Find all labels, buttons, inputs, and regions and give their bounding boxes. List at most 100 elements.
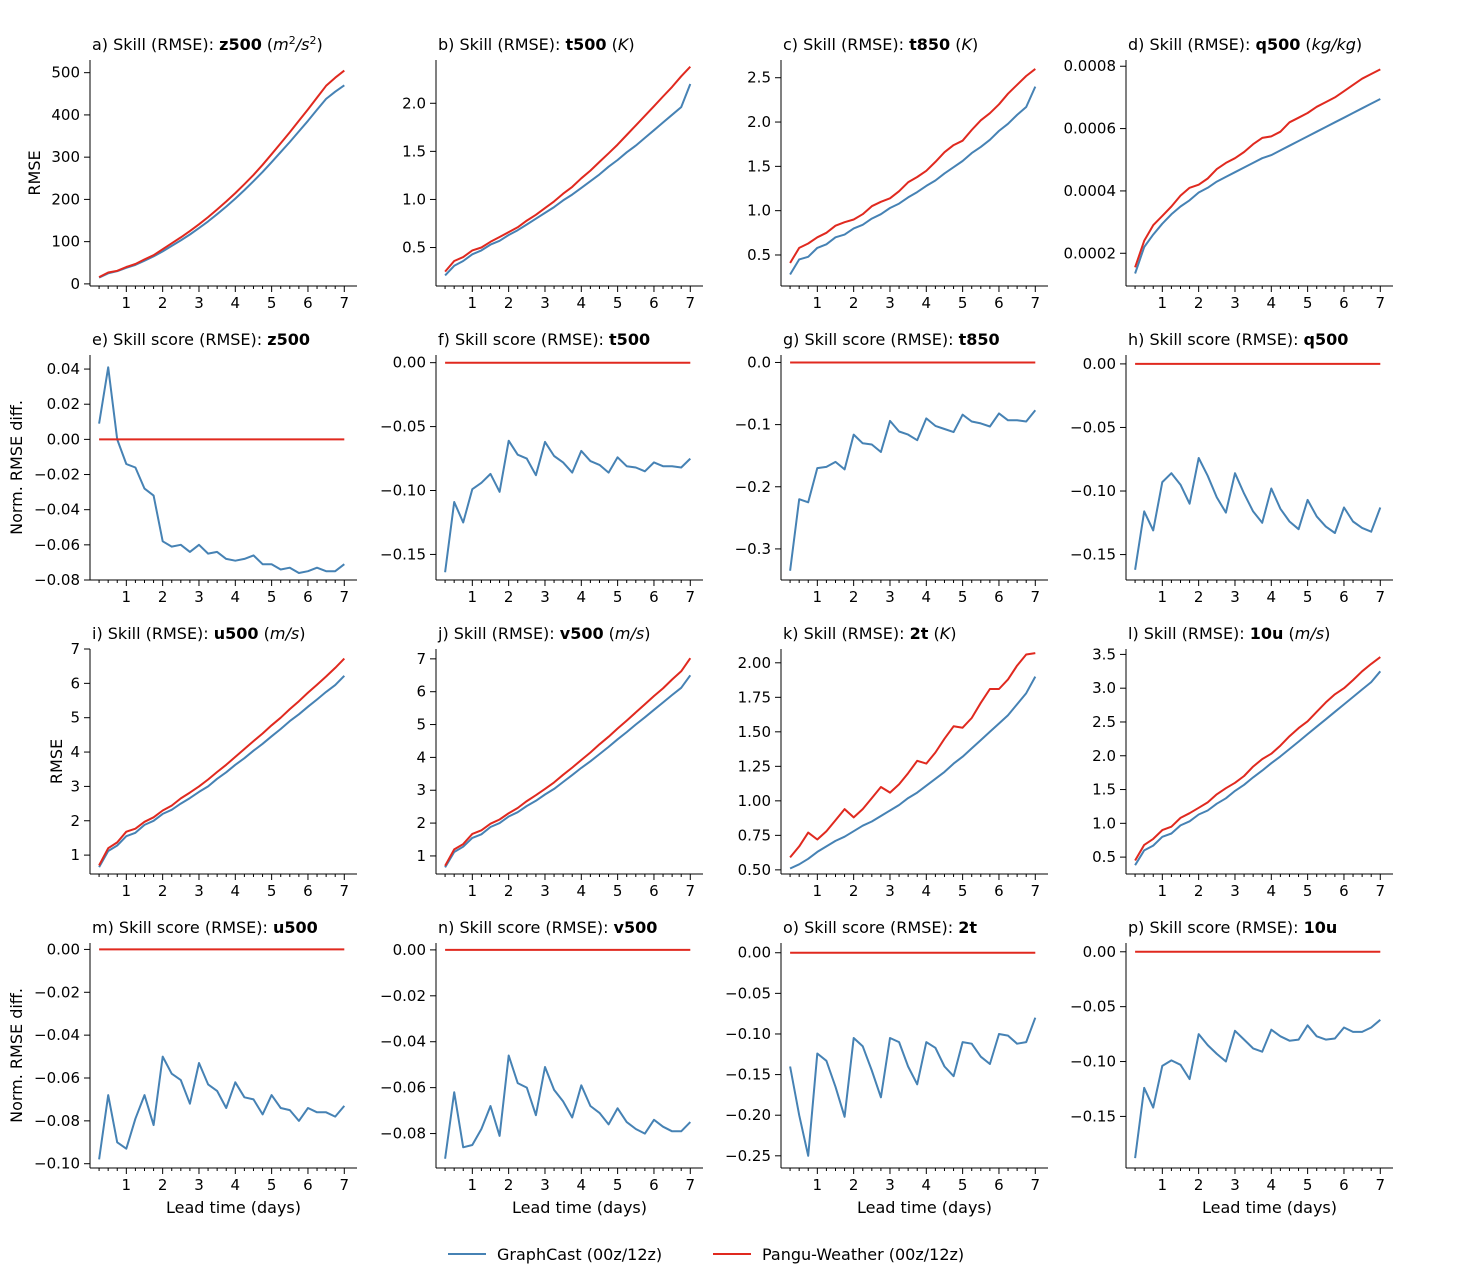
y-tick-label: 2 xyxy=(416,814,426,832)
panel-k: 1 2 3 4 5 6 7 0.50 0.75 1.00 1.25 1.50 1.75 2.00 k) Sk… xyxy=(738,624,1048,900)
title-variable: 2t xyxy=(910,624,929,643)
y-tick-label: 0.00 xyxy=(738,944,771,962)
x-tick-label: 6 xyxy=(649,588,659,606)
y-tick-label: 5 xyxy=(416,716,426,734)
series-line-graphcast xyxy=(789,676,1037,870)
y-tick-label: 3.0 xyxy=(1092,679,1116,697)
title-space: ( xyxy=(1283,624,1294,643)
panel-title: j) Skill (RMSE): v500 (m/s) xyxy=(437,624,650,643)
panel-title: d) Skill (RMSE): q500 (kg/kg) xyxy=(1128,35,1362,54)
y-tick-label: 1 xyxy=(70,846,80,864)
series-line-pangu xyxy=(98,69,345,278)
title-prefix: l) Skill (RMSE): xyxy=(1128,624,1250,643)
x-tick-label: 3 xyxy=(885,294,895,312)
x-tick-label: 3 xyxy=(1230,882,1240,900)
title-unit: kg/kg xyxy=(1312,35,1356,54)
x-tick-label: 7 xyxy=(340,588,350,606)
series-line-pangu xyxy=(789,68,1036,264)
title-prefix: j) Skill (RMSE): xyxy=(437,624,560,643)
x-tick-label: 4 xyxy=(231,882,241,900)
x-tick-label: 6 xyxy=(303,588,313,606)
title-space: ( xyxy=(604,624,615,643)
x-tick-label: 5 xyxy=(267,882,277,900)
x-tick-label: 7 xyxy=(1376,294,1386,312)
y-tick-label: 0.00 xyxy=(393,354,426,372)
x-tick-label: 2 xyxy=(1194,1176,1204,1194)
y-tick-label: 2.0 xyxy=(1092,747,1116,765)
title-space: ( xyxy=(950,35,961,54)
series-line-pangu xyxy=(1134,656,1381,862)
y-tick-label: 0.00 xyxy=(47,430,80,448)
y-tick-label: 0.5 xyxy=(1092,848,1116,866)
panel-n: 1 2 3 4 5 6 7 0.00 −0.02 −0.04 −0.06 −0.08 n) Skill … xyxy=(380,918,703,1217)
x-tick-label: 1 xyxy=(468,882,478,900)
panel-h: 1 2 3 4 5 6 7 0.00 −0.05 −0.10 −0.15 h) Skill score… xyxy=(1070,330,1393,606)
panel-p: 1 2 3 4 5 6 7 0.00 −0.05 −0.10 −0.15 p) Skill score… xyxy=(1070,918,1393,1217)
series-line-graphcast xyxy=(444,83,692,277)
x-tick-label: 4 xyxy=(577,588,587,606)
legend-label-pangu: Pangu-Weather (00z/12z) xyxy=(762,1245,964,1264)
x-tick-label: 4 xyxy=(577,882,587,900)
panel-m: 1 2 3 4 5 6 7 0.00 −0.02 −0.04 −0.06 −0.08 −0.10 m) S… xyxy=(7,918,357,1217)
x-tick-label: 2 xyxy=(504,1176,514,1194)
x-tick-label: 2 xyxy=(1194,294,1204,312)
y-tick-label: −0.02 xyxy=(34,983,80,1001)
panel-title: c) Skill (RMSE): t850 (K) xyxy=(783,35,978,54)
x-tick-label: 4 xyxy=(1267,588,1277,606)
x-tick-label: 2 xyxy=(504,588,514,606)
x-tick-label: 1 xyxy=(468,294,478,312)
y-tick-label: 1.5 xyxy=(402,142,426,160)
x-axis-label: Lead time (days) xyxy=(512,1198,647,1217)
x-tick-label: 4 xyxy=(577,1176,587,1194)
title-variable: v500 xyxy=(560,624,604,643)
x-tick-label: 3 xyxy=(540,882,550,900)
y-tick-label: 6 xyxy=(416,683,426,701)
y-tick-label: 2 xyxy=(70,812,80,830)
y-tick-label: −0.05 xyxy=(1070,998,1116,1016)
x-tick-label: 5 xyxy=(613,588,623,606)
x-tick-label: 1 xyxy=(468,588,478,606)
x-tick-label: 2 xyxy=(849,588,859,606)
panel-title: h) Skill score (RMSE): q500 xyxy=(1128,330,1348,349)
series-line-pangu xyxy=(444,657,692,867)
y-tick-label: 200 xyxy=(51,190,80,208)
title-variable: u500 xyxy=(273,918,318,937)
x-tick-label: 7 xyxy=(686,294,696,312)
series-line-graphcast xyxy=(789,86,1037,276)
x-tick-label: 1 xyxy=(122,588,132,606)
x-tick-label: 2 xyxy=(1194,882,1204,900)
x-tick-label: 3 xyxy=(540,1176,550,1194)
panel-a: 1 2 3 4 5 6 7 0 100 200 300 400 500 a) Skill (RMSE): … xyxy=(25,34,357,312)
y-tick-label: 2.0 xyxy=(747,113,771,131)
title-variable: z500 xyxy=(219,35,262,54)
x-tick-label: 1 xyxy=(813,882,823,900)
x-tick-label: 5 xyxy=(958,588,968,606)
x-tick-label: 2 xyxy=(158,882,168,900)
x-tick-label: 5 xyxy=(613,882,623,900)
title-close: ) xyxy=(1356,35,1362,54)
y-axis-label: RMSE xyxy=(25,150,44,195)
series-line-graphcast xyxy=(444,674,692,868)
title-close: ) xyxy=(950,624,956,643)
series-line-graphcast xyxy=(1134,457,1382,570)
x-tick-label: 1 xyxy=(1158,1176,1168,1194)
y-tick-label: −0.02 xyxy=(380,987,426,1005)
series-line-graphcast xyxy=(444,439,691,573)
x-tick-label: 4 xyxy=(922,588,932,606)
panel-o: 1 2 3 4 5 6 7 0.00 −0.05 −0.10 −0.15 −0.20 −0.25 o) S… xyxy=(725,918,1048,1217)
series-line-graphcast xyxy=(1134,670,1382,866)
x-tick-label: 2 xyxy=(849,294,859,312)
x-tick-label: 7 xyxy=(340,882,350,900)
panel-title: e) Skill score (RMSE): z500 xyxy=(92,330,310,349)
series-line-graphcast xyxy=(98,366,345,574)
y-tick-label: 0.0006 xyxy=(1064,120,1117,138)
title-prefix: f) Skill score (RMSE): xyxy=(438,330,609,349)
x-tick-label: 7 xyxy=(1376,1176,1386,1194)
y-tick-label: 1.0 xyxy=(747,202,771,220)
title-variable: q500 xyxy=(1255,35,1300,54)
x-tick-label: 1 xyxy=(122,882,132,900)
y-tick-label: 2.0 xyxy=(402,94,426,112)
x-tick-label: 7 xyxy=(1031,1176,1041,1194)
x-tick-label: 4 xyxy=(1267,1176,1277,1194)
